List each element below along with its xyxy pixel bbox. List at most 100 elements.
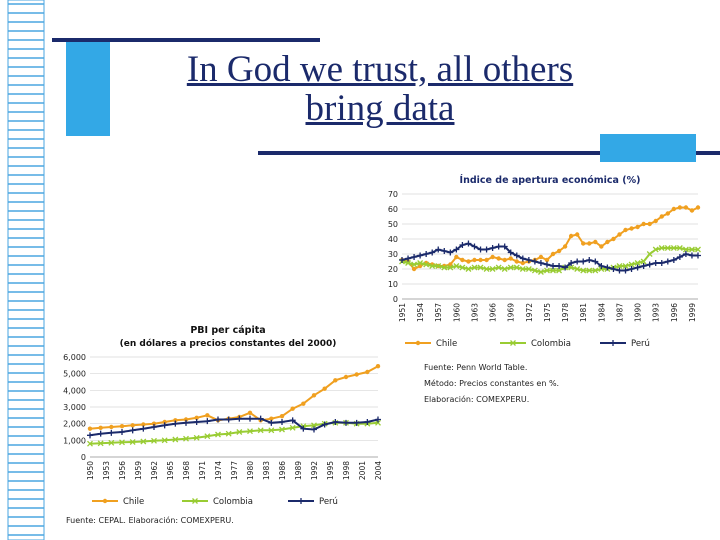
gdp-point-perú xyxy=(87,432,93,439)
gdp-chart-source: Fuente: CEPAL. Elaboración: COMEXPERU. xyxy=(66,515,234,525)
gdp-point-chile xyxy=(109,424,114,430)
openness-point-chile xyxy=(695,205,701,210)
gdp-x-tick-label: 1974 xyxy=(214,461,223,480)
openness-point-colombia xyxy=(586,267,593,274)
note-elaboration: Elaboración: COMEXPERU. xyxy=(424,395,530,404)
gdp-x-tick-label: 1986 xyxy=(278,461,287,480)
openness-point-chile xyxy=(659,214,664,219)
openness-point-colombia xyxy=(531,267,538,274)
gdp-series-line-perú xyxy=(89,417,379,437)
openness-point-colombia xyxy=(688,246,695,253)
openness-point-perú xyxy=(580,258,587,265)
openness-point-perú xyxy=(598,263,605,269)
openness-y-tick-label: 30 xyxy=(388,250,398,259)
openness-x-tick-label: 1978 xyxy=(561,303,570,322)
openness-point-chile xyxy=(611,236,616,242)
openness-legend-marker xyxy=(610,340,616,346)
openness-point-perú xyxy=(634,264,641,271)
openness-point-chile xyxy=(635,224,640,230)
openness-y-tick-label: 40 xyxy=(388,235,398,244)
gdp-chart-subtitle: (en dólares a precios constantes del 200… xyxy=(120,338,337,349)
gdp-legend-marker xyxy=(298,498,304,504)
openness-chart-legend: Chile Colombia Perú xyxy=(405,339,650,349)
gdp-legend-marker xyxy=(102,498,108,504)
gdp-point-perú xyxy=(193,419,200,425)
gdp-point-chile xyxy=(343,374,349,380)
openness-point-chile xyxy=(454,254,459,260)
openness-x-tick-label: 1981 xyxy=(579,303,588,322)
gdp-point-colombia xyxy=(97,440,104,447)
openness-point-colombia xyxy=(646,251,653,257)
openness-point-chile xyxy=(641,221,646,227)
gdp-x-tick-label: 1980 xyxy=(246,461,255,480)
gdp-point-chile xyxy=(119,423,125,429)
gdp-point-colombia xyxy=(268,427,275,434)
openness-point-chile xyxy=(623,227,628,233)
openness-point-colombia xyxy=(664,245,671,251)
gdp-point-perú xyxy=(225,416,232,423)
openness-x-tick-label: 1975 xyxy=(543,303,552,322)
openness-point-chile xyxy=(556,248,562,254)
openness-point-perú xyxy=(405,255,412,262)
openness-legend-marker xyxy=(510,340,516,346)
gdp-point-perú xyxy=(257,415,264,422)
decorative-bar-top xyxy=(52,38,320,42)
openness-point-perú xyxy=(465,240,472,247)
slide-title-line1: In God we trust, all others xyxy=(186,49,574,90)
openness-point-perú xyxy=(495,243,502,250)
openness-point-colombia xyxy=(682,246,689,253)
openness-legend-label: Colombia xyxy=(531,339,571,349)
gdp-x-tick-label: 1977 xyxy=(230,461,239,480)
openness-point-chile xyxy=(496,256,501,261)
openness-point-chile xyxy=(617,232,622,237)
openness-point-perú xyxy=(513,252,520,259)
gdp-point-perú xyxy=(151,424,157,430)
openness-point-perú xyxy=(574,258,581,265)
openness-point-perú xyxy=(501,243,508,250)
slide-title: In God we trust, all others bring data xyxy=(120,50,640,128)
openness-point-perú xyxy=(483,246,490,253)
openness-point-colombia xyxy=(405,260,412,266)
openness-point-colombia xyxy=(537,269,544,275)
openness-legend-label: Chile xyxy=(436,339,457,349)
gdp-point-colombia xyxy=(87,440,93,447)
gdp-point-colombia xyxy=(279,426,285,433)
openness-point-perú xyxy=(531,258,538,265)
gdp-x-tick-label: 1992 xyxy=(310,461,319,480)
gdp-point-chile xyxy=(311,393,317,398)
openness-x-tick-label: 1957 xyxy=(434,303,443,322)
openness-point-colombia xyxy=(568,264,575,271)
gdp-point-colombia xyxy=(172,436,179,443)
openness-x-tick-label: 1990 xyxy=(634,303,643,322)
gdp-point-chile xyxy=(301,401,306,406)
gdp-chart: PBI per cápita (en dólares a precios con… xyxy=(63,325,383,525)
openness-series-line-chile xyxy=(401,206,699,271)
openness-point-chile xyxy=(665,211,670,216)
gdp-x-tick-label: 1950 xyxy=(86,461,95,480)
gdp-legend-label: Colombia xyxy=(213,497,253,507)
openness-point-colombia xyxy=(471,264,478,271)
openness-point-colombia xyxy=(574,266,581,272)
gdp-point-perú xyxy=(215,416,221,423)
gdp-x-tick-label: 1956 xyxy=(118,461,127,480)
openness-point-colombia xyxy=(616,263,623,269)
openness-point-perú xyxy=(550,263,557,269)
openness-x-tick-label: 1993 xyxy=(652,303,661,322)
openness-chart-title: Índice de apertura económica (%) xyxy=(460,174,641,186)
openness-point-chile xyxy=(538,254,544,260)
openness-point-chile xyxy=(647,221,652,227)
gdp-point-perú xyxy=(236,415,243,422)
gdp-point-colombia xyxy=(140,438,147,445)
openness-point-perú xyxy=(695,252,701,259)
gdp-point-perú xyxy=(375,416,381,423)
openness-point-colombia xyxy=(658,245,665,251)
openness-y-tick-label: 50 xyxy=(388,220,398,229)
gdp-y-tick-label: 4,000 xyxy=(63,386,86,395)
gdp-point-perú xyxy=(108,429,115,436)
gdp-chart-title: PBI per cápita xyxy=(190,325,265,336)
gdp-point-perú xyxy=(343,419,349,426)
gdp-point-perú xyxy=(300,425,307,432)
gdp-point-colombia xyxy=(161,437,168,444)
openness-point-perú xyxy=(489,245,496,251)
openness-point-colombia xyxy=(453,263,460,269)
